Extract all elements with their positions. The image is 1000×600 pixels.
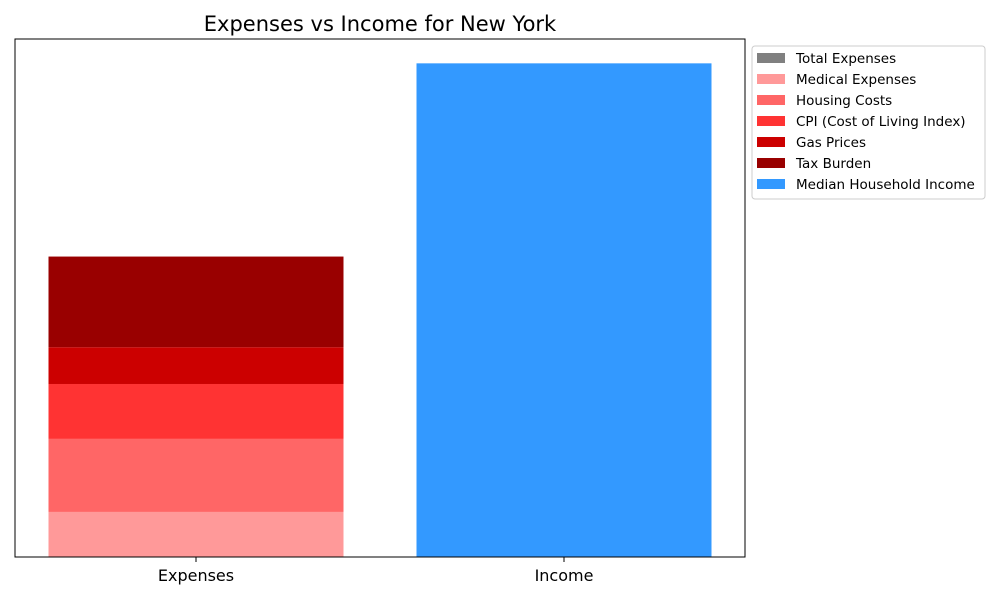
- x-tick-label-income: Income: [535, 566, 594, 585]
- legend-label-housing-costs: Housing Costs: [796, 93, 892, 109]
- legend-swatch-medical-expenses: [757, 74, 785, 84]
- legend-swatch-housing-costs: [757, 95, 785, 105]
- legend-label-total-expenses: Total Expenses: [795, 51, 896, 67]
- x-tick-label-expenses: Expenses: [158, 566, 234, 585]
- legend-label-gas-prices: Gas Prices: [796, 135, 866, 151]
- legend-label-medical-expenses: Medical Expenses: [796, 72, 916, 88]
- legend-swatch-median-household-income: [757, 179, 785, 189]
- plot-area-frame: [14, 38, 746, 558]
- x-axis: Expenses Income: [158, 557, 594, 585]
- legend-swatch-cpi-cost-of-living-index: [757, 116, 785, 126]
- legend-label-cpi-cost-of-living-index: CPI (Cost of Living Index): [796, 114, 966, 130]
- bar-income-median-household-income: [416, 63, 712, 557]
- bar-expenses-cpi-cost-of-living-index: [48, 383, 344, 439]
- chart-title: Expenses vs Income for New York: [204, 12, 557, 36]
- legend-box: [751, 45, 986, 200]
- legend-swatch-gas-prices: [757, 137, 785, 147]
- bar-expenses-medical-expenses: [48, 511, 344, 557]
- legend-swatch-tax-burden: [757, 158, 785, 168]
- bar-expenses-tax-burden: [48, 256, 344, 348]
- bar-expenses-housing-costs: [48, 438, 344, 512]
- bar-expenses-gas-prices: [48, 347, 344, 384]
- legend: Total Expenses Medical Expenses Housing Co…: [751, 45, 986, 200]
- legend-label-median-household-income: Median Household Income: [796, 177, 975, 193]
- legend-label-tax-burden: Tax Burden: [795, 156, 871, 172]
- legend-swatch-total-expenses: [757, 53, 785, 63]
- bars-layer: [48, 63, 712, 557]
